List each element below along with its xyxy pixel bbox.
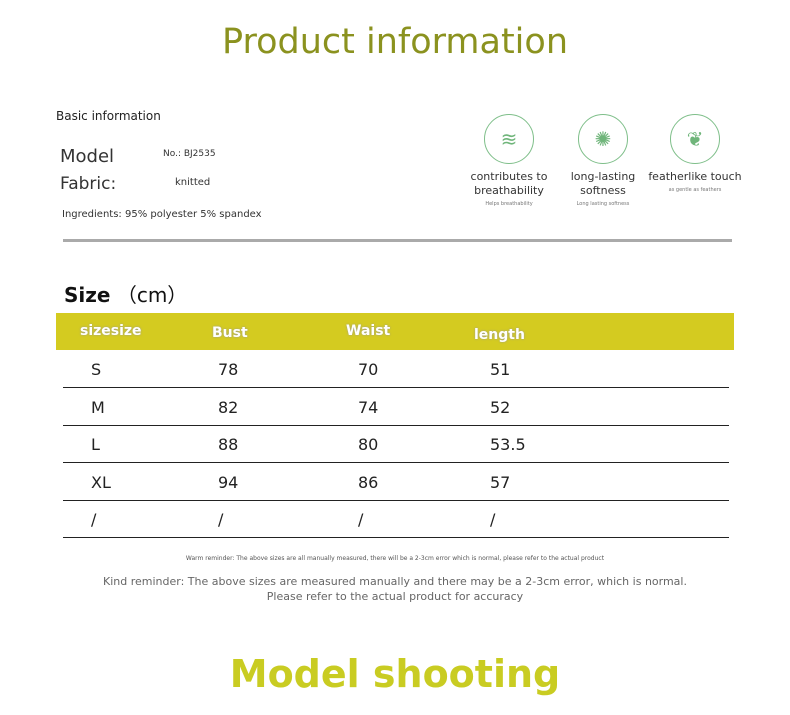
softness-icon: ✺ [578, 114, 628, 164]
fabric-value: knitted [175, 177, 211, 188]
table-cell: 74 [358, 397, 379, 417]
table-row: XL 94 86 57 [63, 463, 729, 501]
model-value: No.: BJ2535 [163, 149, 216, 159]
feature-breathability: ≋ contributes to breathability Helps bre… [459, 114, 559, 207]
page-title: Product information [221, 22, 569, 62]
kind-reminder-line2: Please refer to the actual product for a… [266, 590, 524, 603]
table-cell: 94 [218, 472, 239, 492]
feature-subtitle: Long lasting softness [576, 201, 630, 207]
table-cell: 70 [358, 360, 379, 379]
feature-subtitle: as gentle as feathers [668, 187, 722, 193]
ingredients: Ingredients: 95% polyester 5% spandex [62, 209, 262, 220]
table-row: L 88 80 53.5 [63, 425, 729, 463]
model-label: Model [60, 146, 115, 167]
table-row: M 82 74 52 [63, 388, 729, 426]
table-cell: 82 [218, 397, 239, 417]
table-cell: L [91, 435, 100, 454]
size-title: Size [64, 283, 111, 307]
header-waist: Waist [346, 323, 391, 339]
breathable-fabric-icon: ≋ [484, 114, 534, 164]
warm-reminder: Warm reminder: The above sizes are all m… [185, 555, 605, 562]
feature-subtitle: Helps breathability [485, 201, 533, 207]
table-cell: 51 [490, 360, 511, 379]
size-heading: Size （cm） [64, 279, 187, 308]
table-row: / / / / [63, 500, 729, 538]
table-cell: / [91, 510, 97, 529]
size-unit: （cm） [116, 283, 188, 307]
feather-hand-icon: ❦ [670, 114, 720, 164]
feature-touch: ❦ featherlike touch as gentle as feather… [645, 114, 745, 193]
table-cell: 86 [358, 472, 379, 492]
table-cell: / [218, 510, 224, 529]
table-cell: / [490, 510, 496, 529]
feature-title: long-lasting softness [570, 170, 636, 197]
table-cell: 88 [218, 435, 239, 454]
table-row: S 78 70 51 [63, 350, 729, 388]
kind-reminder-line1: Kind reminder: The above sizes are measu… [103, 575, 687, 588]
table-cell: S [91, 360, 102, 379]
table-header: sizesize Bust Waist length [56, 313, 734, 350]
feature-title: featherlike touch [648, 170, 742, 183]
model-shooting-heading: Model shooting [229, 652, 561, 696]
table-cell: 80 [358, 435, 379, 454]
fabric-label: Fabric: [60, 174, 117, 194]
table-cell: 57 [490, 472, 511, 492]
table-cell: M [91, 397, 105, 417]
table-cell: XL [91, 472, 111, 492]
divider [63, 239, 732, 242]
table-cell: 52 [490, 397, 511, 417]
table-cell: 78 [218, 360, 239, 379]
header-size: sizesize [80, 323, 142, 339]
table-cell: / [358, 510, 364, 529]
header-length: length [474, 327, 525, 343]
header-bust: Bust [212, 325, 248, 341]
kind-reminder: Kind reminder: The above sizes are measu… [0, 574, 790, 604]
feature-softness: ✺ long-lasting softness Long lasting sof… [553, 114, 653, 207]
feature-title: contributes to breathability [470, 170, 548, 197]
table-cell: 53.5 [490, 435, 526, 454]
basic-info-heading: Basic information [56, 109, 161, 123]
